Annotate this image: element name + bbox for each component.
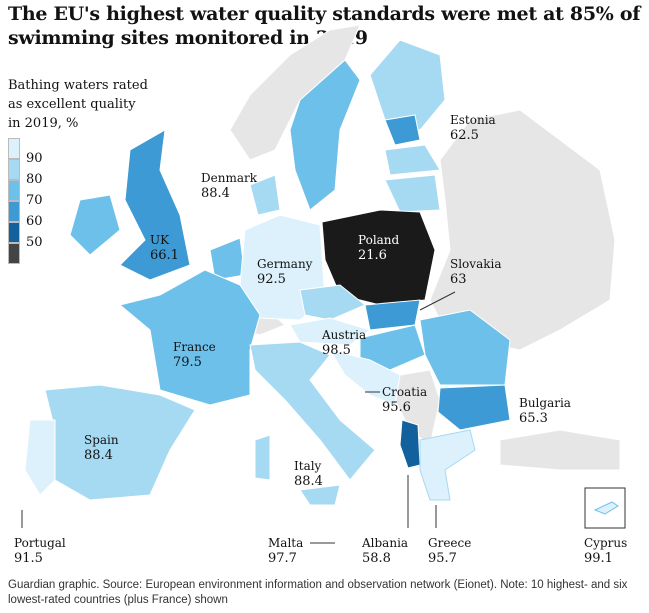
country-label-greece: Greece 95.7 [428, 535, 471, 567]
country-estonia [384, 114, 421, 146]
country-label-spain: Spain 88.4 [84, 432, 119, 464]
legend-swatch [8, 159, 20, 180]
legend-swatch [8, 180, 20, 201]
country-value: 88.4 [201, 186, 230, 201]
country-value: 91.5 [14, 551, 43, 566]
legend-swatch [8, 243, 20, 264]
country-lithuania [384, 174, 441, 213]
country-value: 62.5 [450, 128, 479, 143]
country-value: 21.6 [358, 248, 387, 263]
country-name: Spain [84, 433, 119, 447]
country-label-france: France 79.5 [173, 339, 216, 371]
chart-title: The EU's highest water quality standards… [8, 3, 641, 49]
legend-tick: 80 [26, 172, 43, 187]
country-value: 58.8 [362, 551, 391, 566]
country-name: Greece [428, 536, 472, 550]
country-name: Estonia [450, 113, 496, 127]
country-label-slovakia: Slovakia 63 [450, 256, 501, 288]
country-value: 95.7 [428, 551, 457, 566]
country-name: Cyprus [584, 536, 628, 550]
legend-tick: 70 [26, 193, 43, 208]
leader-line-slovakia [419, 291, 456, 311]
country-value: 95.6 [382, 400, 411, 415]
country-name: Italy [294, 459, 322, 473]
country-label-albania: Albania 58.8 [362, 535, 408, 567]
country-label-poland: Poland 21.6 [358, 232, 399, 264]
country-greece [419, 429, 476, 501]
country-label-uk: UK 66.1 [150, 232, 179, 264]
country-value: 97.7 [268, 551, 297, 566]
country-value: 66.1 [150, 248, 179, 263]
country-value: 99.1 [584, 551, 613, 566]
legend-tick: 50 [26, 235, 43, 250]
country-label-croatia: Croatia 95.6 [382, 384, 427, 416]
country-latvia [384, 144, 441, 176]
country-name: Croatia [382, 385, 428, 399]
country-france [118, 269, 261, 406]
country-label-denmark: Denmark 88.4 [201, 170, 257, 202]
legend-title-line: as excellent quality [8, 97, 136, 112]
country-label-italy: Italy 88.4 [294, 458, 323, 490]
country-czechia [299, 284, 366, 321]
country-portugal [24, 419, 56, 496]
country-name: UK [150, 233, 170, 247]
legend-title-line: in 2019, % [8, 116, 79, 131]
country-value: 98.5 [322, 343, 351, 358]
country-norway [229, 24, 361, 161]
country-spain [44, 384, 196, 501]
country-label-germany: Germany 92.5 [257, 256, 312, 288]
country-italy [249, 341, 376, 481]
country-name: Slovakia [450, 257, 502, 271]
country-name: Austria [322, 328, 367, 342]
country-value: 88.4 [84, 448, 113, 463]
legend-tick: 90 [26, 151, 43, 166]
country-value: 88.4 [294, 474, 323, 489]
country-value: 63 [450, 272, 467, 287]
legend-title-line: Bathing waters rated [8, 78, 148, 93]
country-italy-sicily [299, 484, 341, 506]
country-label-estonia: Estonia 62.5 [450, 112, 496, 144]
country-value: 79.5 [173, 355, 202, 370]
country-russia-belarus-ukraine [429, 109, 616, 351]
country-italy-sardinia [254, 434, 271, 481]
country-slovenia-croatia [328, 349, 401, 406]
country-label-austria: Austria 98.5 [322, 327, 366, 359]
country-uk [119, 129, 191, 281]
country-value: 65.3 [519, 411, 548, 426]
country-name: Malta [268, 536, 304, 550]
country-label-cyprus: Cyprus 99.1 [584, 535, 627, 567]
country-albania [399, 419, 421, 469]
country-name: Poland [358, 233, 400, 247]
country-bulgaria [437, 384, 511, 431]
country-name: France [173, 340, 216, 354]
legend-swatch [8, 138, 20, 159]
legend-swatch [8, 222, 20, 243]
country-name: Portugal [14, 536, 66, 550]
country-poland [321, 209, 436, 306]
country-cyprus [593, 501, 619, 515]
footer-source-note: Guardian graphic. Source: European envir… [8, 579, 628, 606]
country-value: 92.5 [257, 272, 286, 287]
country-label-malta: Malta 97.7 [268, 535, 303, 567]
country-name: Germany [257, 257, 313, 271]
country-ireland [69, 194, 121, 256]
country-turkey [499, 429, 621, 471]
legend-tick: 60 [26, 214, 43, 229]
legend-swatch [8, 201, 20, 222]
country-netherlands-belgium [209, 237, 246, 281]
legend-title: Bathing waters rated as excellent qualit… [8, 76, 148, 133]
country-sweden [289, 59, 361, 211]
country-name: Albania [362, 536, 409, 550]
country-label-portugal: Portugal 91.5 [14, 535, 66, 567]
country-label-bulgaria: Bulgaria 65.3 [519, 395, 571, 427]
country-name: Bulgaria [519, 396, 571, 410]
country-denmark [249, 174, 281, 216]
country-name: Denmark [201, 171, 257, 185]
